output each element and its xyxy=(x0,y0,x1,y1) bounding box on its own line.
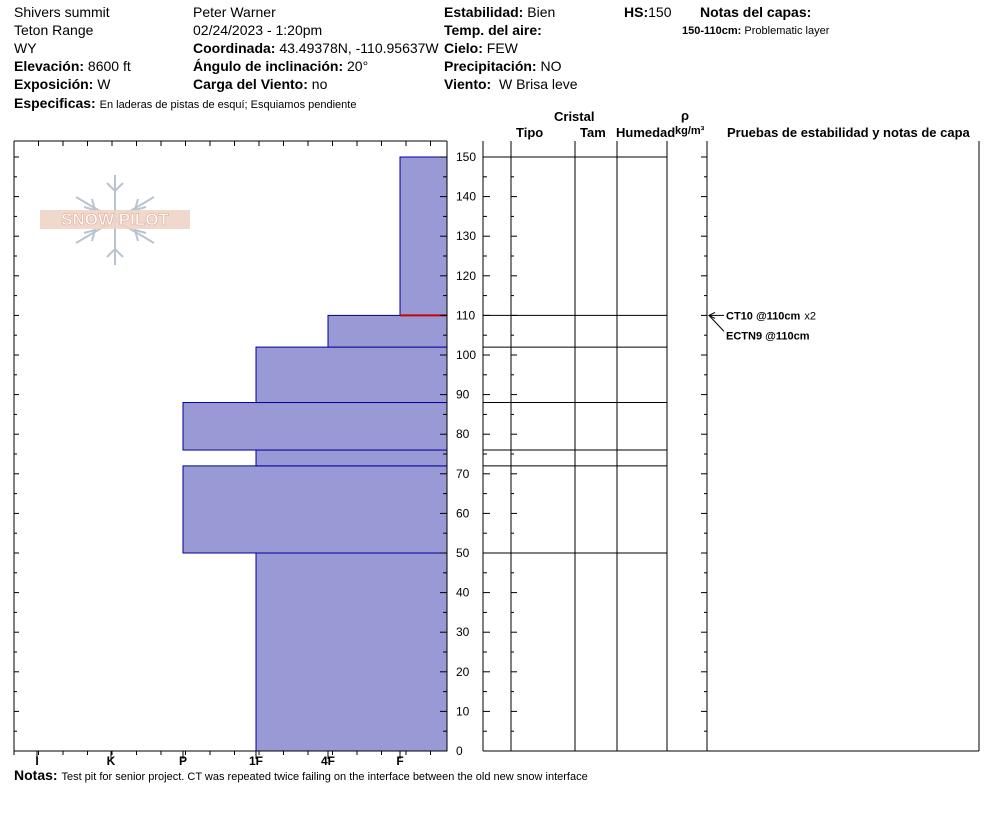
depth-tick-label: 30 xyxy=(456,625,470,639)
test-pointer-line xyxy=(708,315,725,332)
size-header: Tam xyxy=(580,125,606,140)
hardness-bar xyxy=(182,465,448,554)
precipitation-label: Precipitación: xyxy=(444,58,537,74)
hardness-tick-label: 4F xyxy=(321,754,335,768)
stability-test-result: ECTN9 @110cm xyxy=(726,330,810,342)
wind-label: Viento: xyxy=(444,76,492,92)
mountain-range: Teton Range xyxy=(14,22,94,38)
type-header: Tipo xyxy=(516,125,544,140)
wind: Viento: W Brisa leve xyxy=(444,76,578,92)
depth-tick-label: 80 xyxy=(456,427,470,441)
depth-tick-label: 70 xyxy=(456,467,470,481)
hardness-bar xyxy=(399,156,448,316)
layer-note-range: 150-110cm: xyxy=(682,25,742,37)
snow-height: HS:150 xyxy=(624,4,671,20)
hardness-tick-label: 1F xyxy=(249,754,263,768)
wind-loading-value: no xyxy=(311,76,328,92)
tests-notes-header: Pruebas de estabilidad y notas de capa xyxy=(727,125,970,140)
snow-height-value: 150 xyxy=(648,4,672,20)
depth-tick-label: 110 xyxy=(456,308,475,322)
snow-height-label: HS: xyxy=(624,4,649,20)
crystal-header: Cristal xyxy=(554,109,595,124)
layer-note: 150-110cm: Problematic layer xyxy=(682,23,829,39)
elevation-label: Elevación: xyxy=(14,58,85,74)
density-symbol: ρ xyxy=(681,108,690,123)
observer: Peter Warner xyxy=(193,4,276,20)
layer-notes-label: Notas del capas: xyxy=(700,4,812,20)
air-temperature-label: Temp. del aire: xyxy=(444,22,542,38)
hardness-tick-label: I xyxy=(35,754,38,768)
depth-tick-label: 100 xyxy=(456,348,476,362)
depth-tick-label: 140 xyxy=(456,190,476,204)
notes: Notas: Test pit for senior project. CT w… xyxy=(14,767,588,785)
wind-loading-label: Carga del Viento: xyxy=(193,76,308,92)
stability: Estabilidad: Bien xyxy=(444,4,555,20)
snowpilot-logo: SNOW PILOT xyxy=(40,175,190,265)
sky-label: Cielo: xyxy=(444,40,483,56)
specifics-value: En laderas de pistas de esquí; Esquiamos… xyxy=(99,99,357,111)
depth-tick-label: 60 xyxy=(456,506,470,520)
notes-label: Notas: xyxy=(14,767,58,783)
stability-test-label: ECTN9 @110cm xyxy=(726,330,810,342)
hardness-tick-label: K xyxy=(107,754,116,768)
depth-tick-label: 20 xyxy=(456,665,470,679)
depth-tick-label: 0 xyxy=(456,744,463,758)
hardness-tick-label: P xyxy=(179,754,187,768)
aspect-value: W xyxy=(97,76,111,92)
hardness-bar xyxy=(327,314,448,348)
hardness-bar xyxy=(255,552,448,752)
slope-angle: Ángulo de inclinación: 20° xyxy=(193,58,368,74)
specifics-label: Especificas: xyxy=(14,95,96,111)
stability-value: Bien xyxy=(527,4,556,20)
logo-text: SNOW PILOT xyxy=(61,210,169,229)
precipitation-value: NO xyxy=(540,58,562,74)
hardness-tick-label: F xyxy=(396,754,403,768)
depth-tick-label: 50 xyxy=(456,546,470,560)
slope-angle-label: Ángulo de inclinación: xyxy=(193,58,344,74)
slope-angle-value: 20° xyxy=(347,58,369,74)
stability-test-result: CT10 @110cm xyxy=(726,310,801,322)
depth-tick-label: 130 xyxy=(456,229,476,243)
hardness-bar xyxy=(255,449,448,467)
wind-loading: Carga del Viento: no xyxy=(193,76,327,92)
moisture-header: Humedad xyxy=(616,125,676,140)
wind-value: W Brisa leve xyxy=(498,76,578,92)
coordinates: Coordinada: 43.49378N, -110.95637W xyxy=(193,40,439,56)
elevation: Elevación: 8600 ft xyxy=(14,58,131,74)
depth-tick-label: 10 xyxy=(456,704,470,718)
layer-note-text: Problematic layer xyxy=(744,25,830,37)
coordinates-label: Coordinada: xyxy=(193,40,276,56)
elevation-value: 8600 ft xyxy=(87,58,131,74)
aspect-label: Exposición: xyxy=(14,76,94,92)
stability-test-label: CT10 @110cm x2 xyxy=(726,310,816,322)
stability-label: Estabilidad: xyxy=(444,4,524,20)
specifics: Especificas: En laderas de pistas de esq… xyxy=(14,95,356,113)
observation-datetime: 02/24/2023 - 1:20pm xyxy=(193,22,323,38)
depth-tick-label: 90 xyxy=(456,388,470,402)
notes-text: Test pit for senior project. CT was repe… xyxy=(61,771,588,783)
hardness-bar xyxy=(255,346,448,404)
sky-value: FEW xyxy=(486,40,518,56)
precipitation: Precipitación: NO xyxy=(444,58,561,74)
location-name: Shivers summit xyxy=(14,4,110,20)
sky: Cielo: FEW xyxy=(444,40,518,56)
density-unit: kg/m³ xyxy=(675,125,705,137)
depth-tick-label: 120 xyxy=(456,269,476,283)
aspect: Exposición: W xyxy=(14,76,110,92)
coordinates-value: 43.49378N, -110.95637W xyxy=(279,40,439,56)
depth-tick-label: 150 xyxy=(456,150,476,164)
depth-tick-label: 40 xyxy=(456,586,470,600)
hardness-bar xyxy=(182,402,448,451)
stability-test-repeat: x2 xyxy=(804,310,816,322)
state: WY xyxy=(14,40,37,56)
